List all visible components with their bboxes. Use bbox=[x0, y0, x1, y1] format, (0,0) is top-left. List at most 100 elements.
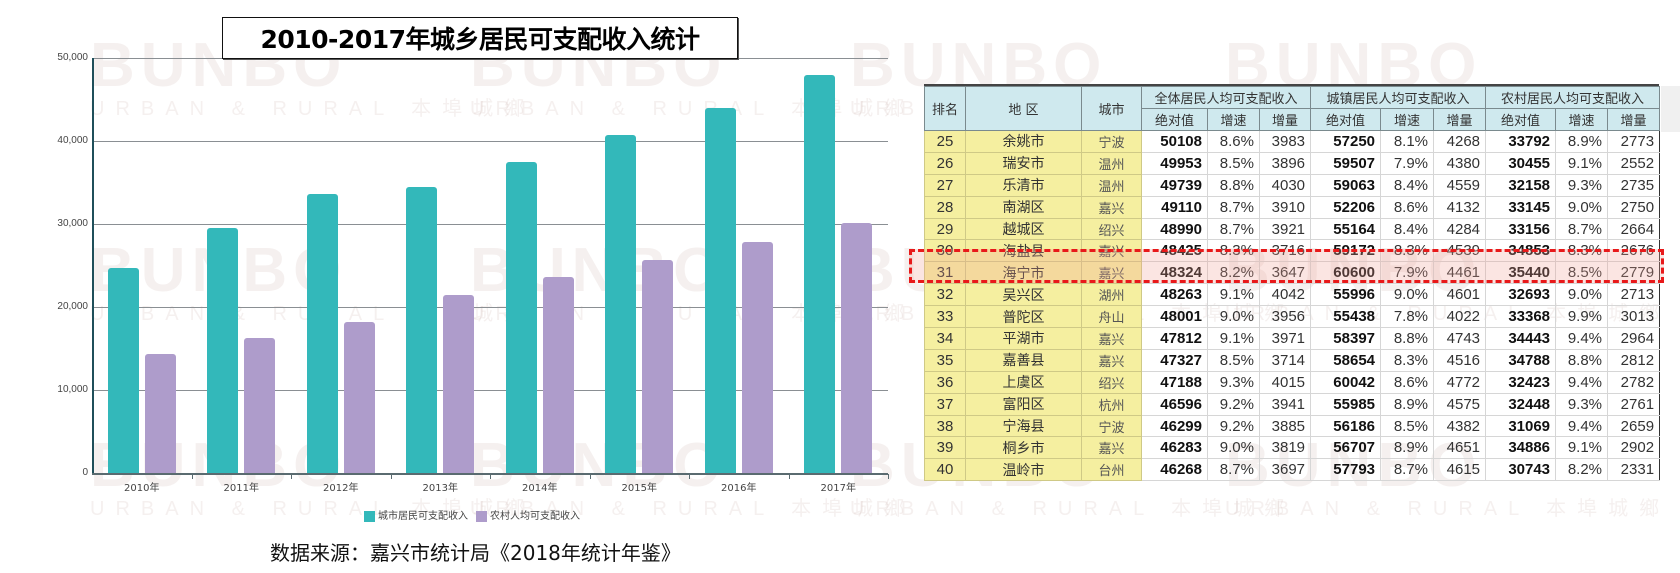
region-cell: 乐清市 bbox=[965, 173, 1082, 197]
rank-cell: 36 bbox=[924, 370, 966, 394]
y-tick-label: 50,000 bbox=[57, 52, 88, 63]
urban-growth-cell: 8.9% bbox=[1380, 392, 1435, 416]
bar-rural[interactable] bbox=[741, 242, 773, 473]
header-rank: 排名 bbox=[924, 86, 966, 131]
city-cell: 湖州 bbox=[1081, 283, 1142, 307]
urban-abs-cell: 52206 bbox=[1310, 195, 1382, 219]
x-tick-label: 2017年 bbox=[820, 483, 856, 494]
x-tick-label: 2012年 bbox=[323, 483, 359, 494]
urban-abs-cell: 59507 bbox=[1310, 151, 1382, 175]
all-growth-cell: 8.7% bbox=[1207, 458, 1260, 482]
bar-urban[interactable] bbox=[505, 161, 537, 473]
all-abs-cell: 47812 bbox=[1141, 327, 1208, 350]
urban-growth-cell: 8.3% bbox=[1380, 348, 1435, 372]
rural-abs-cell: 34443 bbox=[1485, 327, 1557, 350]
x-tick-label: 2011年 bbox=[223, 483, 259, 494]
rural-growth-cell: 9.1% bbox=[1555, 436, 1609, 460]
table-top-frame bbox=[924, 84, 1659, 86]
legend-item-rural[interactable]: 农村人均可支配收入 bbox=[476, 507, 580, 522]
rural-increase-cell: 2812 bbox=[1607, 348, 1661, 372]
header-group-urban: 城镇居民人均可支配收入 bbox=[1310, 86, 1487, 109]
x-tick-mark bbox=[788, 474, 790, 479]
city-cell: 舟山 bbox=[1081, 305, 1142, 329]
bar-urban[interactable] bbox=[306, 194, 338, 473]
all-abs-cell: 46268 bbox=[1141, 458, 1208, 482]
rank-cell: 39 bbox=[924, 436, 966, 460]
header-group-rural: 农村居民人均可支配收入 bbox=[1485, 86, 1661, 109]
rank-cell: 37 bbox=[924, 392, 966, 416]
x-tick-label: 2013年 bbox=[422, 483, 458, 494]
region-cell: 越城区 bbox=[965, 217, 1082, 241]
region-cell: 平湖市 bbox=[965, 327, 1082, 350]
urban-growth-cell: 8.9% bbox=[1380, 436, 1435, 460]
rural-abs-cell: 32693 bbox=[1485, 283, 1557, 307]
header-increase: 增量 bbox=[1607, 108, 1661, 131]
all-increase-cell: 3885 bbox=[1258, 414, 1312, 438]
bar-rural[interactable] bbox=[642, 259, 674, 473]
x-tick-label: 2016年 bbox=[721, 483, 757, 494]
all-abs-cell: 46596 bbox=[1141, 392, 1208, 416]
urban-increase-cell: 4559 bbox=[1433, 173, 1487, 197]
rank-cell: 31 bbox=[924, 261, 966, 285]
bar-rural[interactable] bbox=[443, 294, 475, 473]
rural-growth-cell: 8.9% bbox=[1555, 130, 1609, 153]
rank-cell: 40 bbox=[924, 458, 966, 482]
urban-abs-cell: 59063 bbox=[1310, 173, 1382, 197]
table-row: 29 越城区 绍兴 48990 8.7% 3921 55164 8.4% 4284 33156 8.… bbox=[924, 217, 1661, 241]
rural-growth-cell: 9.3% bbox=[1555, 173, 1609, 197]
legend-item-urban[interactable]: 城市居民可支配收入 bbox=[364, 507, 468, 522]
gridline bbox=[92, 224, 888, 225]
rural-increase-cell: 2964 bbox=[1607, 327, 1661, 350]
urban-abs-cell: 57250 bbox=[1310, 130, 1382, 153]
header-abs: 绝对值 bbox=[1141, 108, 1208, 131]
bar-urban[interactable] bbox=[804, 75, 836, 473]
bar-urban[interactable] bbox=[207, 228, 239, 473]
urban-abs-cell: 56186 bbox=[1310, 414, 1382, 438]
header-abs: 绝对值 bbox=[1485, 108, 1557, 131]
bar-rural[interactable] bbox=[841, 223, 873, 473]
rank-cell: 32 bbox=[924, 283, 966, 307]
bar-rural[interactable] bbox=[542, 277, 574, 473]
rural-abs-cell: 32158 bbox=[1485, 173, 1557, 197]
bar-rural[interactable] bbox=[343, 321, 375, 473]
urban-growth-cell: 9.0% bbox=[1380, 283, 1435, 307]
all-growth-cell: 9.1% bbox=[1207, 283, 1260, 307]
rural-growth-cell: 9.4% bbox=[1555, 327, 1609, 350]
urban-growth-cell: 8.7% bbox=[1380, 458, 1435, 482]
bar-urban[interactable] bbox=[704, 107, 736, 473]
header-increase: 增量 bbox=[1433, 108, 1487, 131]
bar-urban[interactable] bbox=[406, 186, 438, 473]
all-increase-cell: 3714 bbox=[1258, 348, 1312, 372]
city-cell: 杭州 bbox=[1081, 392, 1142, 416]
header-region: 地 区 bbox=[965, 86, 1082, 131]
all-abs-cell: 49739 bbox=[1141, 173, 1208, 197]
y-tick-label: 10,000 bbox=[57, 384, 88, 395]
header-increase: 增量 bbox=[1258, 108, 1312, 131]
x-tick-label: 2015年 bbox=[621, 483, 657, 494]
rank-cell: 28 bbox=[924, 195, 966, 219]
region-cell: 上虞区 bbox=[965, 370, 1082, 394]
bar-urban[interactable] bbox=[107, 267, 139, 473]
all-abs-cell: 48263 bbox=[1141, 283, 1208, 307]
rural-increase-cell: 2761 bbox=[1607, 392, 1661, 416]
region-cell: 嘉善县 bbox=[965, 348, 1082, 372]
rural-abs-cell: 30743 bbox=[1485, 458, 1557, 482]
urban-increase-cell: 4743 bbox=[1433, 327, 1487, 350]
all-increase-cell: 3921 bbox=[1258, 217, 1312, 241]
bar-urban[interactable] bbox=[605, 135, 637, 473]
highlight-box-haining bbox=[909, 249, 1664, 283]
rank-cell: 34 bbox=[924, 327, 966, 350]
rural-growth-cell: 8.8% bbox=[1555, 348, 1609, 372]
all-abs-cell: 50108 bbox=[1141, 130, 1208, 153]
bar-rural[interactable] bbox=[144, 354, 176, 473]
all-growth-cell: 8.5% bbox=[1207, 151, 1260, 175]
x-tick-label: 2014年 bbox=[522, 483, 558, 494]
table-row: 32 吴兴区 湖州 48263 9.1% 4042 55996 9.0% 4601 32693 9.… bbox=[924, 283, 1661, 307]
table-row: 37 富阳区 杭州 46596 9.2% 3941 55985 8.9% 4575 32448 9.… bbox=[924, 392, 1661, 416]
rural-abs-cell: 33156 bbox=[1485, 217, 1557, 241]
bar-rural[interactable] bbox=[244, 337, 276, 473]
chart-legend: 城市居民可支配收入 农村人均可支配收入 bbox=[364, 507, 580, 522]
table-row: 28 南湖区 嘉兴 49110 8.7% 3910 52206 8.6% 4132 33145 9.… bbox=[924, 195, 1661, 219]
x-tick-label: 2010年 bbox=[124, 483, 160, 494]
x-tick-mark bbox=[291, 474, 292, 479]
